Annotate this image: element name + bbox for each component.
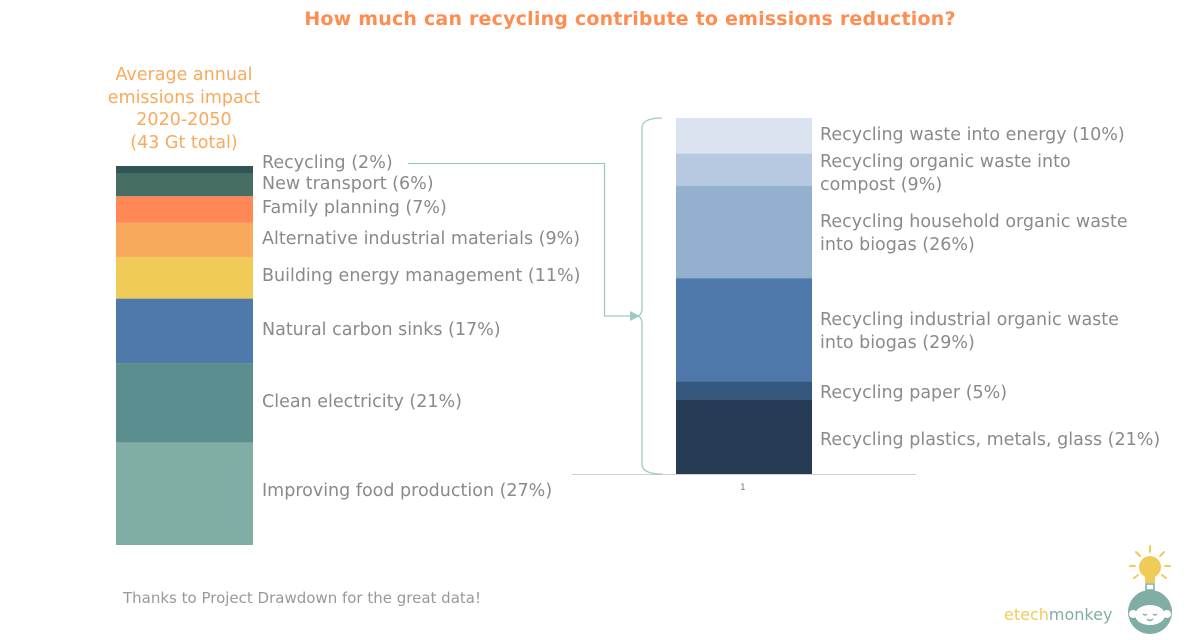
right-bar-segment	[676, 399, 812, 474]
left-segment-label: New transport (6%)	[262, 174, 434, 194]
label-line: Recycling waste into energy (10%)	[820, 125, 1125, 145]
label-line: into biogas (29%)	[820, 332, 975, 353]
subtitle-line: 2020-2050	[136, 110, 232, 131]
right-segment-label: Recycling waste into energy (10%)	[820, 124, 1125, 147]
left-segment-label: Recycling (2%)	[262, 153, 393, 173]
left-segment-label: Alternative industrial materials (9%)	[262, 229, 581, 249]
left-bar-segment	[116, 222, 253, 257]
footer-credit: Thanks to Project Drawdown for the great…	[123, 589, 481, 607]
left-segment-label: Improving food production (27%)	[262, 481, 553, 501]
subtitle-line: (43 Gt total)	[130, 133, 238, 154]
left-bar-segment	[116, 166, 253, 174]
arrowhead-icon	[630, 311, 640, 321]
subtitle-line: Average annual	[115, 65, 253, 85]
right-segment-label: Recycling household organic waste into bi…	[820, 211, 1128, 256]
brace-bracket	[635, 117, 663, 475]
left-bar-segment	[116, 363, 253, 443]
label-line: Recycling industrial organic waste	[820, 310, 1119, 330]
left-bar-segment	[116, 442, 253, 545]
label-line: Recycling paper (5%)	[820, 383, 1008, 403]
x-tick-label: 1	[740, 483, 746, 493]
left-bar-segment	[116, 173, 253, 197]
left-segment-label: Building energy management (11%)	[262, 266, 581, 286]
left-segment-label: Natural carbon sinks (17%)	[262, 320, 501, 340]
logo-part: monkey	[1048, 605, 1113, 624]
label-line: Recycling organic waste into	[820, 152, 1071, 172]
right-bar-segment	[676, 185, 812, 279]
left-segment-label: Family planning (7%)	[262, 198, 447, 218]
right-segment-label: Recycling plastics, metals, glass (21%)	[820, 429, 1160, 452]
connector-arrow	[408, 162, 636, 317]
right-bar-segment	[676, 278, 812, 382]
right-bar-segment	[676, 118, 812, 154]
label-line: Recycling household organic waste	[820, 212, 1128, 232]
left-bar-segment	[116, 196, 253, 223]
label-line: compost (9%)	[820, 174, 943, 195]
left-bar-segment	[116, 256, 253, 299]
left-segment-label: Clean electricity (21%)	[262, 392, 462, 412]
monkey-lightbulb-logo-icon	[1128, 545, 1172, 634]
label-line: Recycling plastics, metals, glass (21%)	[820, 430, 1161, 450]
right-bar-segment	[676, 381, 812, 400]
logo-wordmark: etechmonkey	[1004, 605, 1112, 624]
left-bar-subtitle: Average annual emissions impact 2020-205…	[84, 64, 284, 155]
label-line: into biogas (26%)	[820, 234, 975, 255]
chart-title: How much can recycling contribute to emi…	[304, 8, 956, 30]
right-segment-label: Recycling paper (5%)	[820, 382, 1007, 405]
left-bar-segment	[116, 298, 253, 364]
right-segment-label: Recycling organic waste into compost (9%)	[820, 151, 1071, 196]
right-bar-segment	[676, 153, 812, 186]
subtitle-line: emissions impact	[107, 87, 261, 108]
logo-part: etech	[1004, 605, 1049, 624]
right-segment-label: Recycling industrial organic waste into b…	[820, 309, 1119, 354]
